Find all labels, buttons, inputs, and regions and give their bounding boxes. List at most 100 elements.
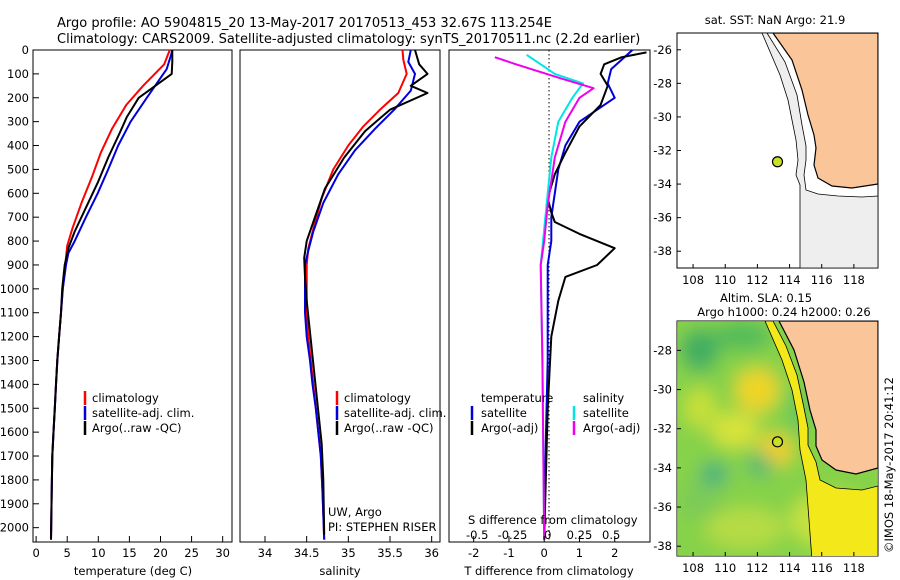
salinity-legend: climatology satellite-adj. clim. Argo(..… <box>335 391 446 435</box>
x-tick-label: 5 <box>64 546 71 560</box>
sla-map-axes: 108 110 112 114 116 118 -28 -30 -32 -34 -36 -38 <box>653 343 865 575</box>
x-tick-label: 2 <box>611 546 618 560</box>
x-tick-label: 20 <box>153 546 168 560</box>
map-lat-label: -30 <box>653 110 672 124</box>
map-lon-label: 118 <box>843 561 865 575</box>
legend-label-t-argo: Argo(-adj) <box>481 421 538 435</box>
x-tick-label: 1 <box>576 546 583 560</box>
depth-tick-label: 1200 <box>0 330 29 344</box>
map-lat-label: -36 <box>653 211 672 225</box>
pi-info-line-2: PI: STEPHEN RISER <box>328 520 437 534</box>
map-lat-label: -38 <box>653 244 672 258</box>
difference-series-group <box>494 49 647 540</box>
legend-label-argo: Argo(..raw -QC) <box>344 421 434 435</box>
depth-tick-label: 700 <box>7 210 29 224</box>
map-lon-label: 114 <box>779 273 801 287</box>
map-lat-label: -30 <box>653 383 672 397</box>
x-tick-label: 15 <box>122 546 137 560</box>
shelf-mask <box>764 321 878 556</box>
difference-panel: -2 -1 0 1 2 -0.5 -0.25 0 0.25 0.5 S difference f… <box>448 49 651 578</box>
sst-map-title: sat. SST: NaN Argo: 21.9 <box>705 13 846 27</box>
depth-tick-label: 600 <box>7 186 29 200</box>
difference-legend: temperature salinity satellite Argo(-adj… <box>470 391 640 435</box>
difference-plot-frame <box>448 49 651 543</box>
salinity-axis-label: salinity <box>319 564 360 578</box>
salinity-series-group <box>303 49 429 540</box>
x-tick-label: 36 <box>424 546 439 560</box>
series-line-satellite-adj-clim- <box>304 49 416 540</box>
salinity-plot-frame <box>239 49 441 543</box>
depth-tick-label: 1500 <box>0 401 29 415</box>
map-lon-label: 110 <box>714 273 736 287</box>
series-line-argo-raw-qc- <box>50 50 174 540</box>
temperature-difference-label: T difference from climatology <box>463 564 634 578</box>
salinity-difference-label: S difference from climatology <box>468 513 638 527</box>
map-lon-label: 108 <box>682 561 704 575</box>
depth-tick-label: 1900 <box>0 497 29 511</box>
legend-label-climatology: climatology <box>92 391 159 405</box>
depth-tick-label: 1600 <box>0 425 29 439</box>
float-location-marker <box>771 156 784 168</box>
legend-heading-temperature: temperature <box>481 391 553 405</box>
x-tick-label: -1 <box>503 546 514 560</box>
x-tick-label: 35.5 <box>377 546 403 560</box>
depth-tick-label: 0 <box>22 43 29 57</box>
salinity-x-axis: 34 34.5 35 35.5 36 <box>258 536 439 560</box>
series-line-salinity-argo-adj- <box>494 56 595 540</box>
pi-info-line-1: UW, Argo <box>328 505 382 519</box>
map-lon-label: 110 <box>714 561 736 575</box>
temperature-axis-label: temperature (deg C) <box>74 564 192 578</box>
salinity-panel: 34 34.5 35 35.5 36 salinity climatology sate… <box>239 49 446 578</box>
sla-title-line-1: Altim. SLA: 0.15 <box>720 291 812 305</box>
land-australia <box>772 33 878 189</box>
map-lat-label: -26 <box>653 43 672 57</box>
map-lon-label: 112 <box>746 273 768 287</box>
x-tick-label: 34.5 <box>294 546 320 560</box>
map-lat-label: -34 <box>653 461 672 475</box>
map-lat-label: -38 <box>653 539 672 553</box>
legend-label-climatology: climatology <box>344 391 411 405</box>
sst-map-panel: sat. SST: NaN Argo: 21.9 108 110 112 114 116… <box>653 13 879 287</box>
depth-tick-label: 1100 <box>0 306 29 320</box>
salinity-diff-tick-label: 0.25 <box>567 528 593 542</box>
depth-tick-label: 200 <box>7 91 29 105</box>
temperature-plot-frame <box>32 49 233 543</box>
salinity-diff-tick-label: 0.5 <box>602 528 620 542</box>
depth-tick-label: 2000 <box>0 521 29 535</box>
x-tick-label: 10 <box>91 546 106 560</box>
legend-label-t-satellite: satellite <box>481 406 527 420</box>
header-line-1: Argo profile: AO 5904815_20 13-May-2017 … <box>57 16 552 31</box>
map-lat-label: -28 <box>653 343 672 357</box>
map-lat-label: -32 <box>653 422 672 436</box>
imos-stamp: ©IMOS 18-May-2017 20:41:12 <box>882 377 896 553</box>
sst-map-axes: 108 110 112 114 116 118 -26 -28 -30 -32 -34 -36 -38 <box>653 43 865 287</box>
land-australia <box>778 321 878 475</box>
legend-label-s-argo: Argo(-adj) <box>583 421 640 435</box>
temperature-legend: climatology satellite-adj. clim. Argo(..… <box>83 391 194 435</box>
depth-tick-label: 1400 <box>0 377 29 391</box>
sla-title-line-2: Argo h1000: 0.24 h2000: 0.26 <box>697 305 870 319</box>
map-lat-label: -28 <box>653 76 672 90</box>
map-lon-label: 112 <box>746 561 768 575</box>
salinity-diff-tick-label: -0.25 <box>498 528 528 542</box>
x-tick-label: 0 <box>32 546 39 560</box>
salinity-difference-axis: -0.5 -0.25 0 0.25 0.5 <box>466 528 620 542</box>
map-lon-label: 118 <box>843 273 865 287</box>
x-tick-label: 34 <box>258 546 273 560</box>
legend-label-s-satellite: satellite <box>583 406 629 420</box>
difference-x-axis: -2 -1 0 1 2 <box>468 536 618 560</box>
legend-label-argo: Argo(..raw -QC) <box>92 421 182 435</box>
salinity-diff-tick-label: 0 <box>544 528 551 542</box>
map-lon-label: 114 <box>779 561 801 575</box>
depth-tick-label: 1700 <box>0 449 29 463</box>
temperature-x-axis: 0 5 10 15 20 25 30 <box>32 536 230 560</box>
salinity-diff-tick-label: -0.5 <box>466 528 488 542</box>
map-lat-label: -34 <box>653 177 672 191</box>
x-tick-label: 25 <box>184 546 199 560</box>
depth-tick-label: 300 <box>7 115 29 129</box>
map-lon-label: 116 <box>811 273 833 287</box>
depth-tick-label: 800 <box>7 234 29 248</box>
temperature-series-group <box>50 49 174 540</box>
depth-tick-label: 1800 <box>0 473 29 487</box>
depth-tick-label: 1000 <box>0 282 29 296</box>
